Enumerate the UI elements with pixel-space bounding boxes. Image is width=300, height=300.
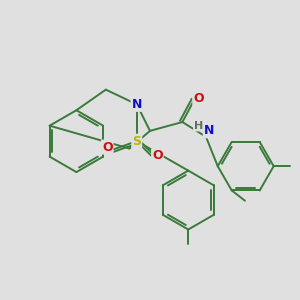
Text: N: N [132,98,142,111]
Text: H: H [194,121,203,130]
Text: O: O [102,141,112,154]
Text: S: S [132,135,141,148]
Text: N: N [204,124,214,137]
Text: O: O [193,92,204,105]
Text: O: O [152,149,163,162]
